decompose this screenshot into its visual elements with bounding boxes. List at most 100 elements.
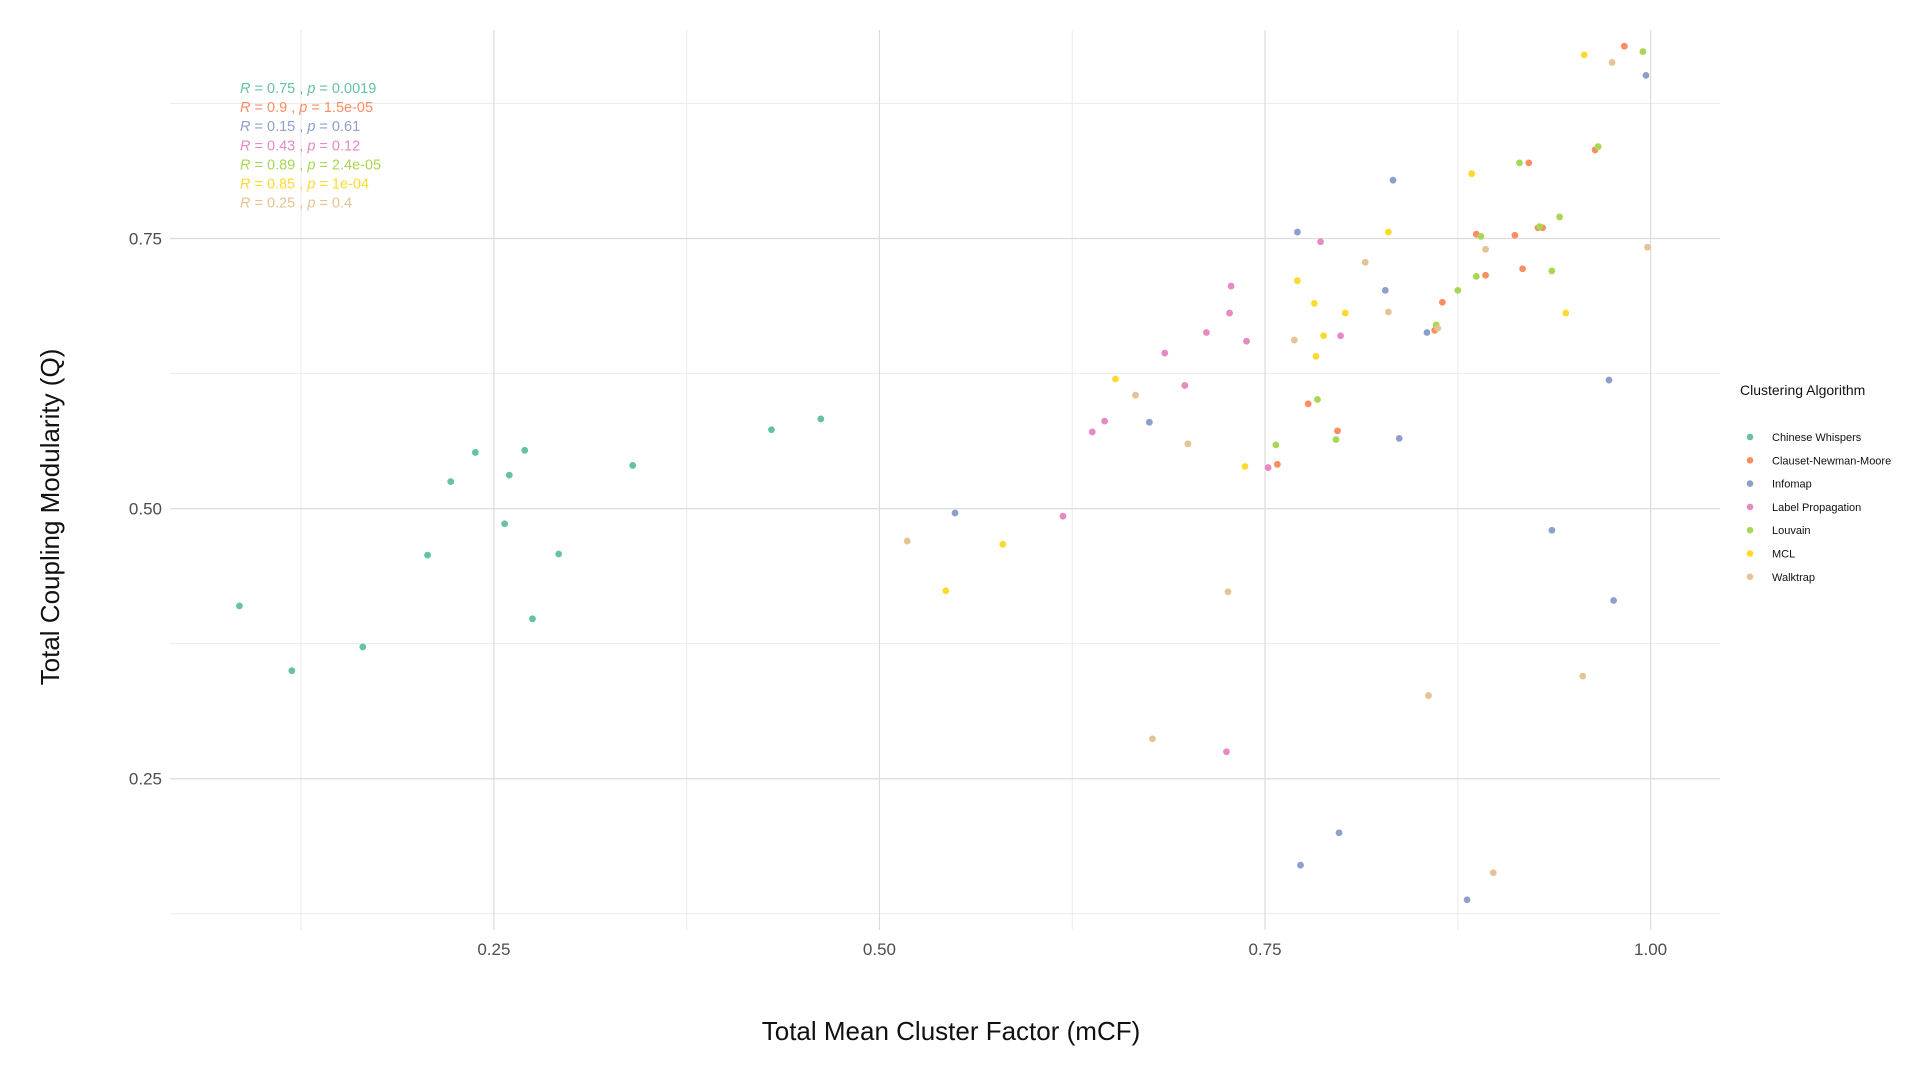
legend-key [1746,503,1754,511]
data-points [236,42,1651,904]
data-point [1101,417,1109,425]
data-point [1317,238,1324,246]
data-point [471,449,479,456]
data-point [999,540,1007,548]
data-point [1385,228,1392,236]
legend-item: Chinese Whispers [1746,432,1862,444]
data-point [1149,735,1156,743]
x-tick-label: 1.00 [1634,940,1667,959]
correlation-label: R = 0.75 , p = 0.0019 [240,81,376,97]
data-point [1112,375,1119,383]
legend-item: Clauset-Newman-Moore [1746,455,1891,467]
data-point [555,550,563,558]
data-point [1227,282,1235,290]
data-point [1525,159,1533,167]
data-point [1644,243,1651,251]
legend-item: Label Propagation [1746,502,1861,514]
data-point [1472,272,1480,280]
series-chinese-whispers [236,415,825,675]
data-point [1337,332,1344,340]
legend-label: Label Propagation [1772,502,1861,514]
y-tick-label: 0.50 [129,500,162,519]
data-point [1304,400,1312,408]
data-point [817,415,825,423]
data-point [1605,376,1613,384]
legend-key [1746,433,1754,441]
data-point [1273,460,1281,468]
data-point [1294,228,1301,236]
data-point [359,643,367,651]
data-point [1332,436,1340,443]
data-point [1264,464,1272,471]
data-point [1579,672,1587,680]
data-point [1385,308,1392,316]
correlation-label: R = 0.89 , p = 2.4e-05 [240,157,381,173]
data-point [1482,245,1489,253]
series-clauset-newman-moore [1273,42,1628,468]
correlation-label: R = 0.85 , p = 1e-04 [240,177,369,193]
legend-item: Infomap [1746,479,1812,491]
data-point [1059,512,1067,520]
data-point [1425,692,1432,699]
data-point [1381,286,1389,294]
x-tick-label: 0.75 [1248,940,1281,959]
legend-key [1746,480,1754,487]
legend-key [1746,457,1754,464]
data-point [1642,71,1650,79]
data-point [903,537,911,545]
data-point [236,602,243,610]
y-tick-label: 0.75 [129,230,162,249]
data-point [1477,232,1485,240]
legend-label: Louvain [1772,525,1811,537]
series-mcl [942,51,1588,595]
data-point [1468,170,1476,178]
data-point [424,551,431,559]
legend: Clustering Algorithm Chinese Whispers Clau… [1740,382,1891,584]
correlation-label: R = 0.9 , p = 1.5e-05 [240,100,373,116]
data-point [529,615,536,623]
series-infomap [951,71,1650,904]
data-point [1145,418,1153,426]
data-point [1290,336,1298,344]
legend-item: Walktrap [1746,572,1815,584]
data-point [1334,427,1341,435]
data-point [1482,271,1489,279]
data-point [1536,223,1543,231]
legend-label: Walktrap [1772,572,1815,584]
data-point [1320,332,1328,340]
data-point [1454,286,1462,294]
legend-label: Clauset-Newman-Moore [1772,455,1891,467]
series-louvain [1272,48,1647,449]
data-point [1272,441,1280,449]
correlation-label: R = 0.43 , p = 0.12 [240,138,360,154]
data-point [1241,463,1249,470]
legend-title: Clustering Algorithm [1740,382,1865,398]
data-point [1548,267,1556,275]
data-point [1594,143,1602,151]
data-point [1389,176,1397,184]
data-point [1181,382,1189,389]
legend-key [1746,550,1754,557]
data-point [768,426,775,434]
legend-label: Chinese Whispers [1772,432,1862,444]
data-point [1361,258,1369,266]
data-point [1294,277,1301,285]
data-point [1639,48,1647,56]
data-point [1184,440,1192,448]
data-point [1395,435,1403,442]
data-point [942,587,950,595]
data-point [1226,309,1233,317]
data-point [1562,309,1570,317]
data-point [1310,299,1318,307]
legend-item: MCL [1746,549,1795,561]
data-point [1620,42,1628,50]
axis-ticks: 0.25 0.50 0.75 1.00 0.25 0.50 0.75 [129,230,1667,959]
data-point [1423,329,1431,336]
data-point [1314,396,1321,403]
data-point [1489,869,1497,877]
data-point [1203,329,1210,336]
data-point [1088,428,1096,436]
data-point [447,478,455,486]
